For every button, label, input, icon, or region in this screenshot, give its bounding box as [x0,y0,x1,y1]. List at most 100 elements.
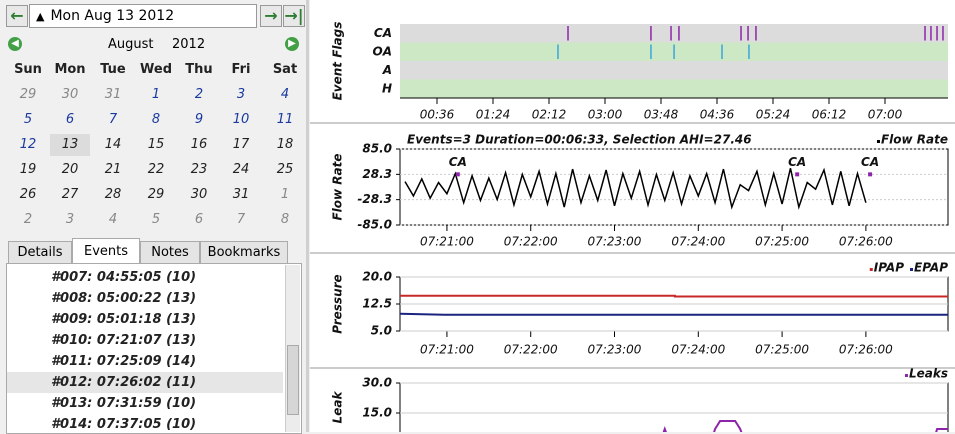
calendar-day[interactable]: 21 [104,162,122,177]
calendar-day[interactable]: 16 [190,137,208,152]
flag-row-label: CA [374,26,392,40]
x-tick-label: 07:23:00 [588,235,642,249]
event-row[interactable]: #013: 07:31:59 (10) [51,396,197,411]
calendar-day[interactable]: 2 [23,212,33,227]
calendar-day[interactable]: 1 [280,187,290,202]
calendar-day[interactable]: 30 [190,187,208,202]
annotation-label: CA [449,155,467,169]
x-tick-label: 02:12 [532,108,567,122]
x-tick-label: 07:25:00 [755,343,809,357]
y-tick-label: 30.0 [362,376,392,390]
weekday-label: Thu [185,62,213,77]
weekday-label: Mon [54,62,86,77]
calendar-day[interactable]: 30 [61,87,79,102]
date-box[interactable]: ▲ Mon Aug 13 2012 [29,4,257,28]
next-month-button[interactable]: ▶ [285,37,299,51]
calendar-day[interactable]: 9 [194,112,204,127]
calendar-day[interactable]: 28 [104,187,122,202]
calendar-day[interactable]: 6 [65,112,75,127]
calendar-day[interactable]: 29 [19,87,37,102]
legend-swatch [910,268,914,271]
calendar-day[interactable]: 6 [194,212,204,227]
calendar-day[interactable]: 23 [190,162,208,177]
x-tick-label: 07:26:00 [839,343,893,357]
date-text: Mon Aug 13 2012 [50,8,175,24]
prev-month-button[interactable]: ◀ [8,37,22,51]
month-label[interactable]: August [108,37,154,52]
x-tick-label: 06:12 [812,108,847,122]
event-row[interactable]: #014: 07:37:05 (10) [51,417,197,432]
scroll-thumb[interactable] [287,345,299,415]
calendar-day[interactable]: 27 [61,187,79,202]
calendar-day[interactable]: 31 [232,187,250,202]
flag-row-label: H [382,81,392,95]
flag-row-band [400,79,948,98]
calendar-day[interactable]: 11 [276,112,294,127]
x-tick-label: 07:23:00 [588,343,642,357]
tab[interactable]: Notes [140,241,200,263]
legend-label: EPAP [914,261,948,275]
y-axis-title: Event Flags [331,22,345,101]
calendar-day[interactable]: 3 [65,212,75,227]
calendar-day[interactable]: 22 [147,162,165,177]
prev-day-button[interactable]: ← [6,5,28,27]
x-tick-label: 07:21:00 [420,235,474,249]
event-row[interactable]: #008: 05:00:22 (13) [51,291,197,306]
x-tick-label: 07:24:00 [671,235,725,249]
calendar-day[interactable]: 4 [280,87,290,102]
weekday-label: Fri [231,62,251,77]
calendar-day[interactable]: 5 [23,112,33,127]
calendar-day[interactable]: 15 [147,137,165,152]
calendar-day[interactable]: 31 [104,87,122,102]
calendar-day[interactable]: 3 [236,87,246,102]
x-tick-label: 05:24 [756,108,791,122]
event-row[interactable]: #007: 04:55:05 (10) [51,270,197,285]
calendar-day[interactable]: 7 [236,212,246,227]
last-day-button[interactable]: →| [283,5,305,27]
y-tick-label: 5.0 [371,324,392,338]
calendar-day[interactable]: 26 [19,187,37,202]
legend-swatch [869,268,873,271]
calendar-day[interactable]: 8 [151,112,161,127]
event-row[interactable]: #012: 07:26:02 (11) [7,372,283,393]
y-tick-label: -28.3 [357,192,392,206]
annotation-marker [455,172,460,177]
event-row[interactable]: #010: 07:21:07 (13) [51,333,197,348]
annotation-marker [868,172,873,177]
flag-row-label: OA [373,44,393,58]
event-row[interactable]: #009: 05:01:18 (13) [51,312,197,327]
calendar-day[interactable]: 24 [232,162,250,177]
calendar-day[interactable]: 14 [104,137,122,152]
weekday-label: Wed [140,62,172,77]
calendar-day[interactable]: 10 [232,112,250,127]
y-tick-label: 12.5 [362,297,392,311]
x-tick-label: 07:25:00 [755,235,809,249]
flag-row-label: A [382,63,392,77]
y-axis-title: Leak [331,391,345,424]
graph-area: Event Flags 00:36 01:24 02:12 03:00 03:48 04:3… [310,0,955,432]
calendar-day[interactable]: 5 [151,212,161,227]
event-row[interactable]: #011: 07:25:09 (14) [51,354,197,369]
calendar-day[interactable]: 4 [108,212,118,227]
x-tick-label: 07:00 [868,108,903,122]
calendar-day[interactable]: 25 [276,162,294,177]
tab[interactable]: Details [8,241,72,263]
left-panel: ← ▲ Mon Aug 13 2012 → →| ◀ ▶ August 2012 … [0,0,309,434]
calendar-day[interactable]: 19 [19,162,37,177]
calendar-day[interactable]: 12 [19,137,37,152]
calendar-day[interactable]: 2 [194,87,204,102]
calendar-day[interactable]: 17 [232,137,250,152]
calendar-day[interactable]: 29 [147,187,165,202]
tab[interactable]: Bookmarks [200,241,288,263]
tab[interactable]: Events [72,238,140,264]
calendar-day[interactable]: 18 [276,137,294,152]
year-label[interactable]: 2012 [172,37,206,52]
legend-swatch [904,374,908,377]
scrollbar[interactable] [285,265,300,432]
calendar-day[interactable]: 20 [61,162,79,177]
calendar-day[interactable]: 7 [108,112,118,127]
calendar-day[interactable]: 13 [50,134,90,156]
calendar-day[interactable]: 8 [280,212,290,227]
next-day-button[interactable]: → [260,5,282,27]
calendar-day[interactable]: 1 [151,87,161,102]
